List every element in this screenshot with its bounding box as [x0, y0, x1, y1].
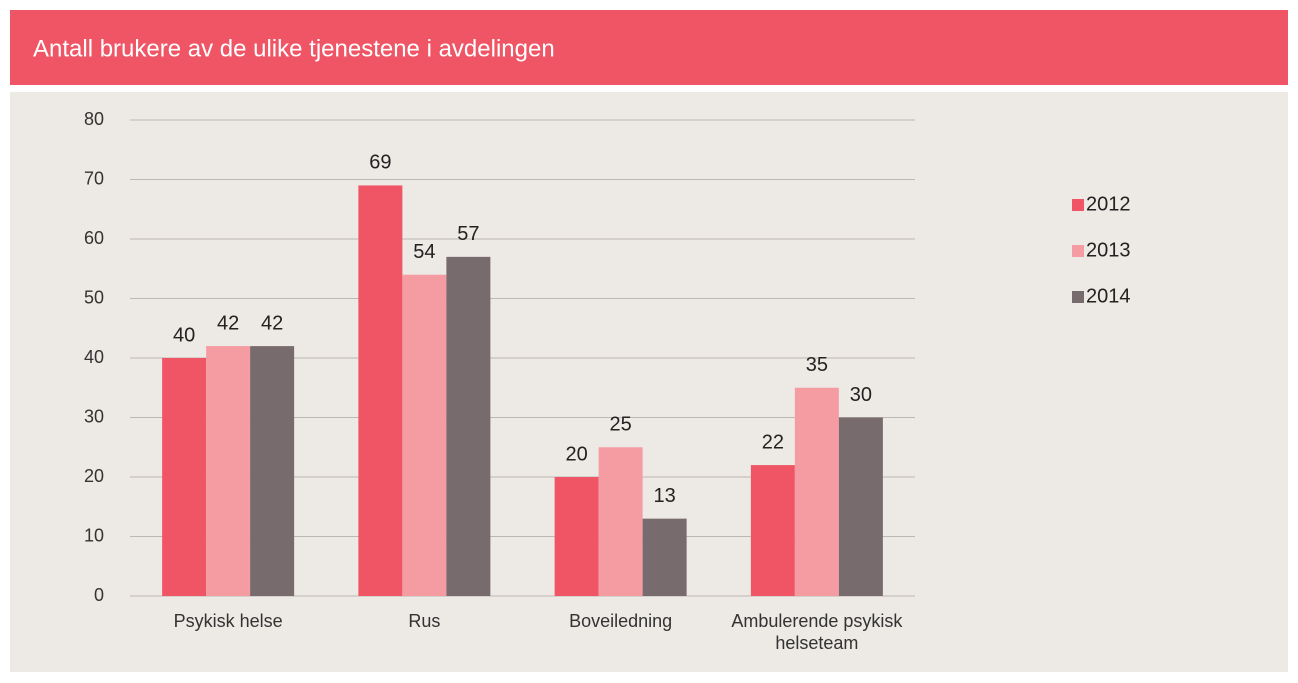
y-tick-label: 30 — [84, 406, 104, 426]
x-tick-label: Rus — [408, 611, 441, 631]
bar — [250, 346, 295, 596]
value-label: 25 — [610, 414, 632, 436]
y-tick-label: 70 — [84, 168, 104, 188]
bar — [446, 256, 491, 596]
legend-swatch — [1072, 245, 1084, 257]
bar — [838, 417, 883, 596]
y-tick-label: 50 — [84, 287, 104, 307]
value-label: 42 — [217, 312, 239, 334]
bar — [358, 185, 403, 596]
legend-swatch — [1072, 291, 1084, 303]
y-tick-label: 20 — [84, 466, 104, 486]
bar — [794, 387, 839, 596]
legend-label: 2014 — [1086, 285, 1131, 307]
bar — [598, 447, 643, 596]
value-label: 69 — [369, 152, 391, 174]
bar — [402, 274, 447, 596]
x-tick-label-box: Boveiledning — [569, 611, 673, 631]
value-label: 42 — [261, 312, 283, 334]
y-tick-label: 40 — [84, 347, 104, 367]
value-label: 30 — [850, 384, 872, 406]
bar — [162, 358, 207, 596]
legend-label: 2012 — [1086, 193, 1131, 215]
x-tick-label-box: Rus — [408, 611, 441, 631]
value-label: 40 — [173, 324, 195, 346]
bar — [554, 477, 599, 596]
value-label: 22 — [762, 431, 784, 453]
x-tick-label-box: Psykisk helse — [173, 611, 283, 631]
bar — [750, 465, 795, 596]
x-tick-label: Psykisk helse — [173, 611, 283, 631]
bar — [206, 346, 251, 596]
value-label: 13 — [654, 485, 676, 507]
legend-label: 2013 — [1086, 239, 1131, 261]
header-band — [10, 10, 1288, 85]
value-label: 20 — [566, 443, 588, 465]
y-tick-label: 60 — [84, 228, 104, 248]
x-tick-label: Ambulerende psykisk helseteam — [731, 611, 903, 653]
value-label: 54 — [413, 241, 435, 263]
value-label: 35 — [806, 354, 828, 376]
chart-title: Antall brukere av de ulike tjenestene i … — [33, 35, 555, 62]
x-tick-label-box: Ambulerende psykisk helseteam — [731, 611, 903, 653]
legend-swatch — [1072, 199, 1084, 211]
x-tick-label: Boveiledning — [569, 611, 673, 631]
y-tick-label: 80 — [84, 109, 104, 129]
bar — [642, 518, 687, 596]
value-label: 57 — [457, 223, 479, 245]
y-tick-label: 10 — [84, 525, 104, 545]
y-tick-label: 0 — [94, 585, 104, 605]
